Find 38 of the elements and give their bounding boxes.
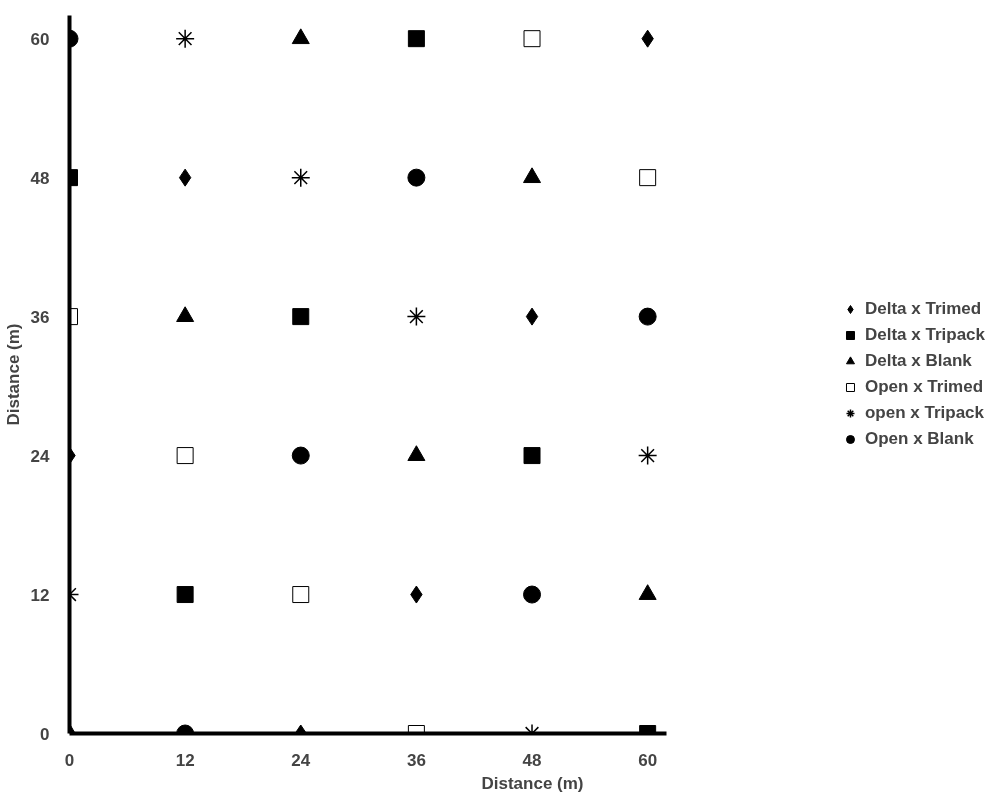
legend-label: Open x Blank — [864, 429, 974, 449]
point — [638, 307, 657, 326]
point — [407, 168, 426, 187]
x-tick-label: 36 — [406, 750, 426, 770]
point — [525, 307, 539, 326]
y-tick-label: 60 — [30, 29, 50, 49]
legend-label: Open x Trimed — [864, 377, 984, 397]
x-tick-label: 12 — [175, 750, 195, 770]
y-tick-label: 12 — [30, 585, 50, 605]
y-tick-label: 36 — [30, 307, 50, 327]
point — [406, 306, 427, 327]
legend-label: open x Tripack — [864, 403, 985, 423]
y-tick-label: 48 — [30, 168, 50, 188]
x-tick-label: 48 — [522, 750, 542, 770]
point — [637, 445, 658, 466]
x-tick-label: 0 — [64, 750, 75, 770]
point — [523, 585, 542, 604]
x-axis-title: Distance (m) — [481, 773, 584, 793]
point — [523, 447, 541, 465]
y-tick-label: 0 — [40, 724, 50, 744]
legend-label: Delta x Trimed — [864, 299, 982, 319]
point — [176, 447, 194, 465]
y-axis-title: Distance (m) — [3, 323, 23, 426]
point — [291, 167, 311, 188]
point — [175, 28, 195, 49]
point — [407, 30, 425, 48]
y-tick-label: 24 — [30, 446, 51, 466]
legend-label: Delta x Tripack — [864, 325, 985, 345]
point — [176, 586, 194, 604]
x-tick-label: 60 — [638, 750, 658, 770]
point — [178, 168, 192, 187]
point — [639, 169, 657, 187]
point — [292, 586, 310, 604]
point — [291, 446, 310, 465]
legend-label: Delta x Blank — [864, 351, 972, 371]
x-tick-label: 24 — [291, 750, 311, 770]
point — [292, 308, 310, 326]
point — [523, 30, 541, 48]
